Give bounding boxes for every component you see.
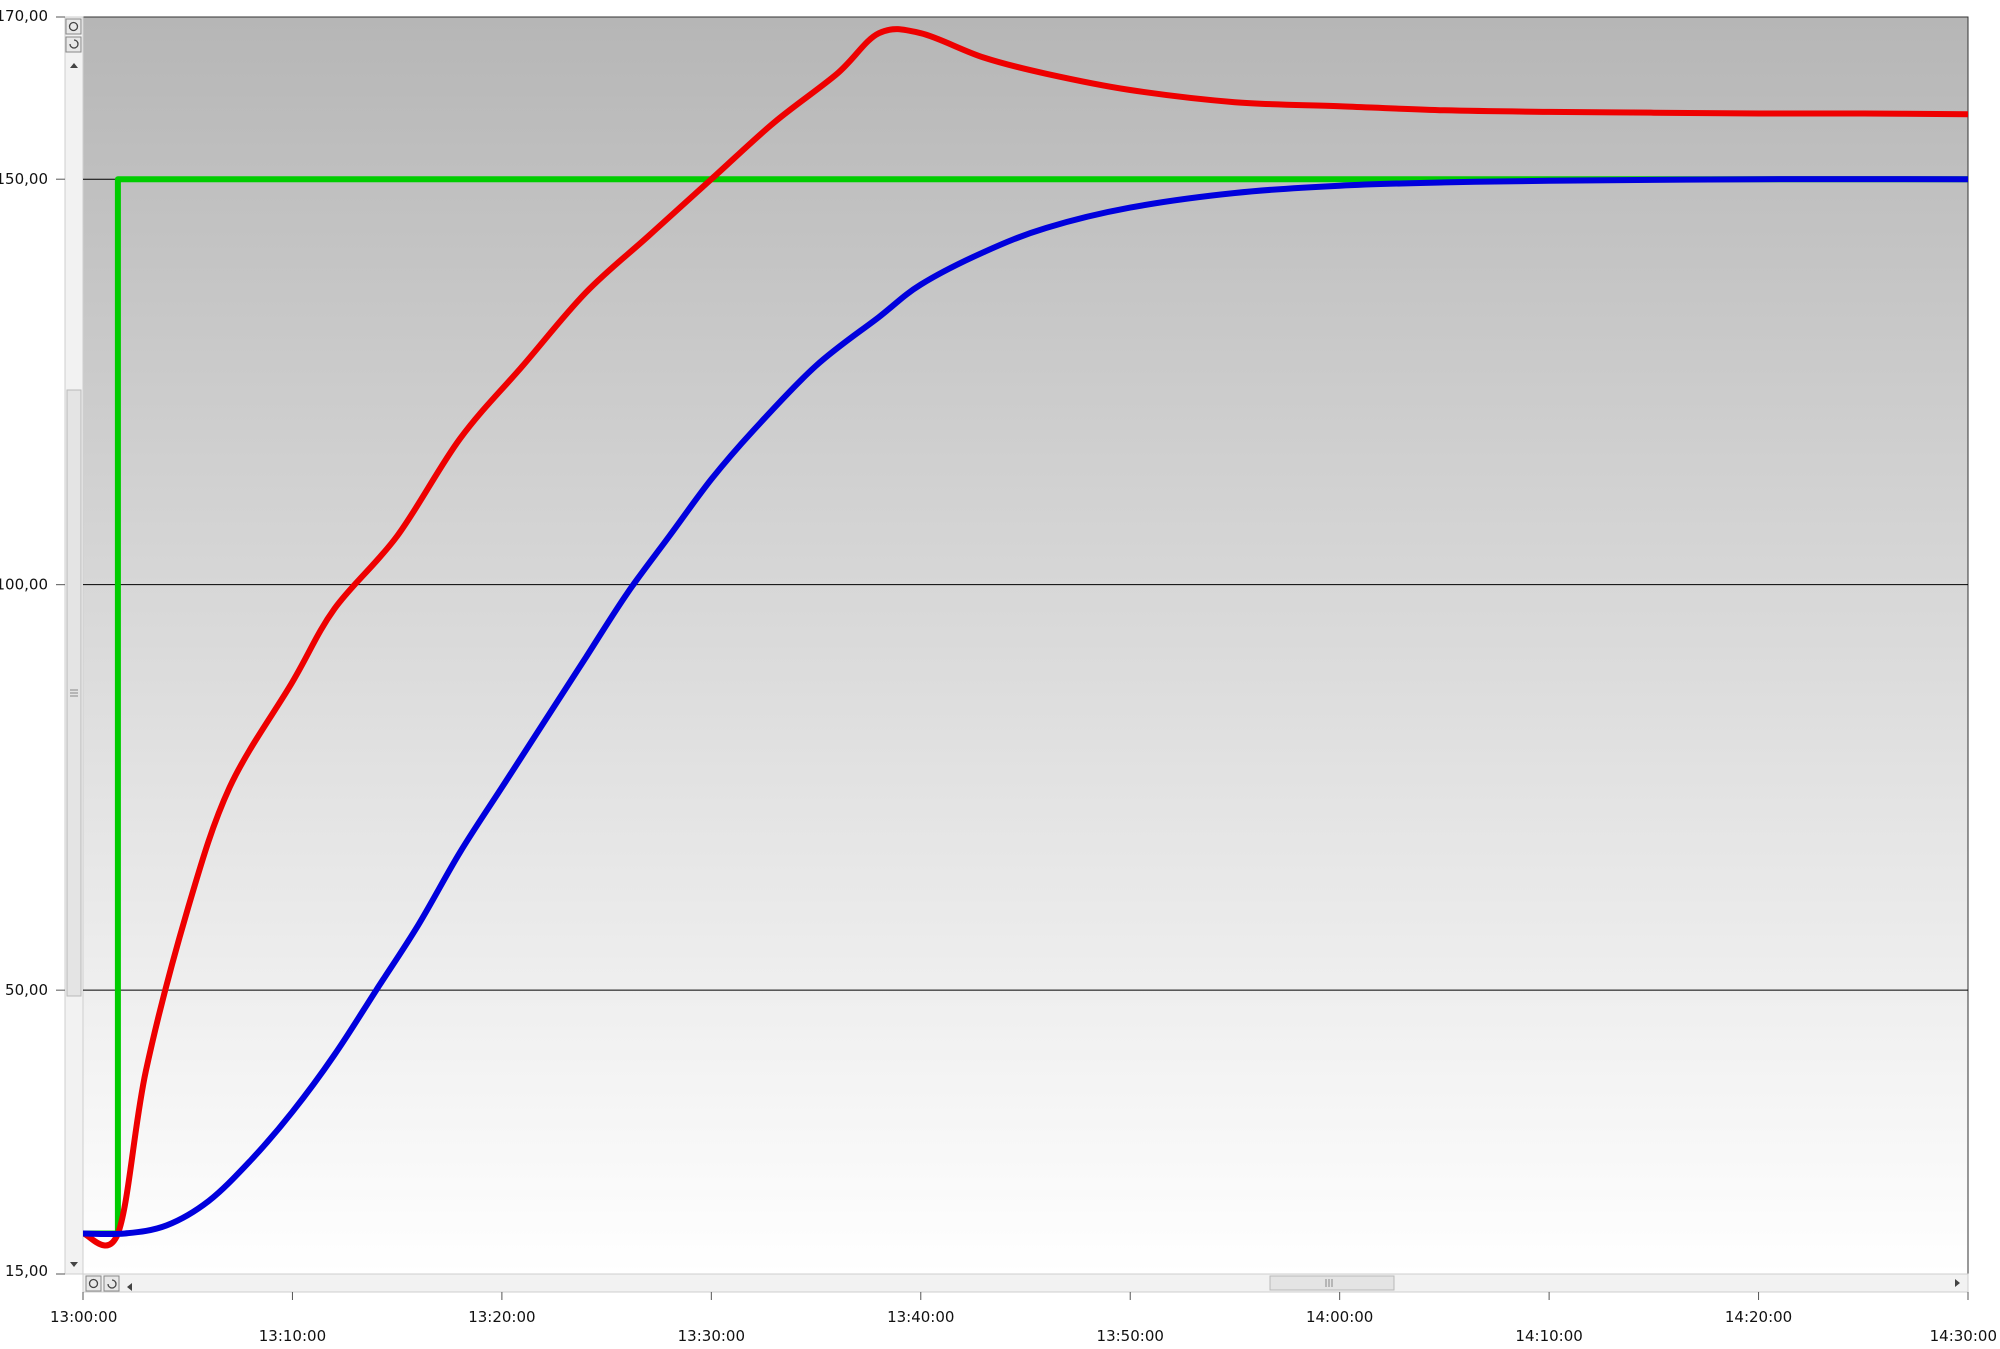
scroll-left-arrow-icon[interactable] bbox=[127, 1283, 132, 1291]
x-tick-label: 13:40:00 bbox=[887, 1308, 954, 1326]
x-tick-label: 13:20:00 bbox=[468, 1308, 535, 1326]
x-tick-label: 14:20:00 bbox=[1725, 1308, 1792, 1326]
x-tick-label: 13:10:00 bbox=[259, 1327, 326, 1345]
scroll-down-arrow-icon[interactable] bbox=[70, 1262, 78, 1267]
plot-area bbox=[82, 16, 1969, 1275]
blue-series-line bbox=[82, 176, 1969, 1238]
y-tick-label: 100,00 bbox=[0, 576, 48, 594]
x-tick-label: 14:10:00 bbox=[1515, 1327, 1582, 1345]
scroll-up-arrow-icon[interactable] bbox=[70, 63, 78, 68]
x-tick-label: 13:50:00 bbox=[1097, 1327, 1164, 1345]
vertical-zoom-undo-icon[interactable] bbox=[65, 36, 82, 53]
horizontal-thumb-grip-icon bbox=[1325, 1279, 1333, 1287]
horizontal-zoom-undo-glyph bbox=[107, 1279, 117, 1289]
y-tick-label: 150,00 bbox=[0, 170, 48, 188]
y-tick-label: 15,00 bbox=[5, 1262, 48, 1280]
scroll-right-arrow-icon[interactable] bbox=[1955, 1279, 1960, 1287]
horizontal-zoom-reset-icon[interactable] bbox=[85, 1275, 102, 1292]
x-tick-label: 13:00:00 bbox=[50, 1308, 117, 1326]
x-tick-label: 14:30:00 bbox=[1930, 1327, 1997, 1345]
x-tick-label: 14:00:00 bbox=[1306, 1308, 1373, 1326]
red-series-line bbox=[81, 26, 1969, 1249]
horizontal-scrollbar[interactable] bbox=[82, 1273, 1969, 1293]
vertical-zoom-undo-glyph bbox=[69, 39, 79, 49]
y-tick-label: 50,00 bbox=[5, 981, 48, 999]
y-tick-label: 170,00 bbox=[0, 7, 48, 25]
horizontal-zoom-undo-icon[interactable] bbox=[103, 1275, 120, 1292]
horizontal-zoom-reset-glyph bbox=[88, 1278, 99, 1289]
vertical-zoom-reset-glyph bbox=[68, 21, 79, 32]
x-tick-label: 13:30:00 bbox=[678, 1327, 745, 1345]
vertical-thumb-grip-icon bbox=[70, 689, 78, 697]
vertical-zoom-reset-icon[interactable] bbox=[65, 18, 82, 35]
